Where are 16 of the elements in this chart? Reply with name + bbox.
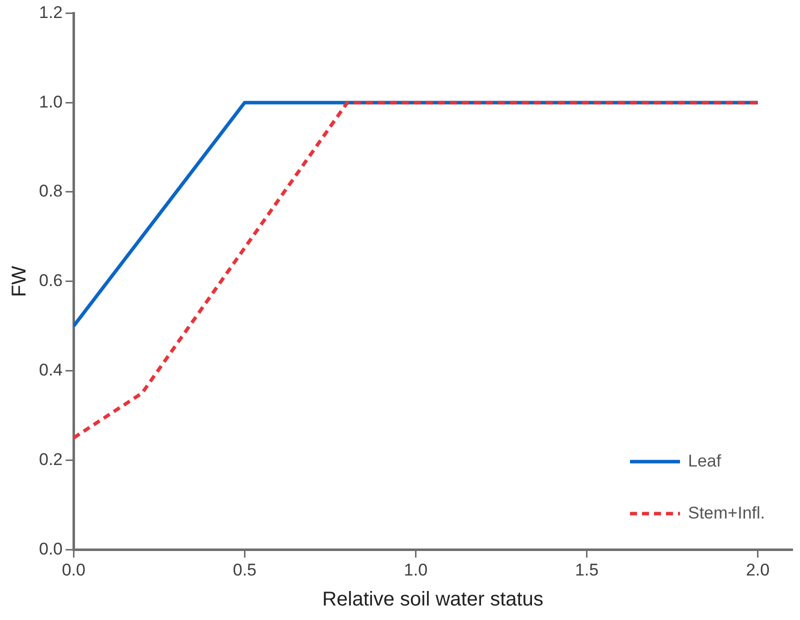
y-tick-label: 1.0 (38, 92, 63, 112)
y-tick-label: 0.8 (38, 182, 63, 201)
x-tick-label: 2.0 (746, 560, 770, 580)
x-tick-label: 1.0 (404, 560, 428, 580)
y-tick-label: 0.6 (38, 271, 63, 290)
x-tick-label: 1.5 (574, 560, 599, 580)
y-tick-label: 0.4 (38, 360, 63, 380)
y-axis-title: FW (8, 266, 31, 297)
y-tick-label: 0.0 (38, 539, 63, 558)
x-tick-label: 0.5 (232, 560, 256, 580)
y-tick-label: 0.2 (38, 450, 63, 469)
legend-label: Leaf (688, 451, 722, 470)
x-tick-label: 0.0 (62, 560, 86, 580)
x-axis-title: Relative soil water status (322, 588, 544, 611)
legend-label: Stem+Infl. (688, 503, 766, 522)
y-tick-label: 1.2 (38, 2, 63, 22)
